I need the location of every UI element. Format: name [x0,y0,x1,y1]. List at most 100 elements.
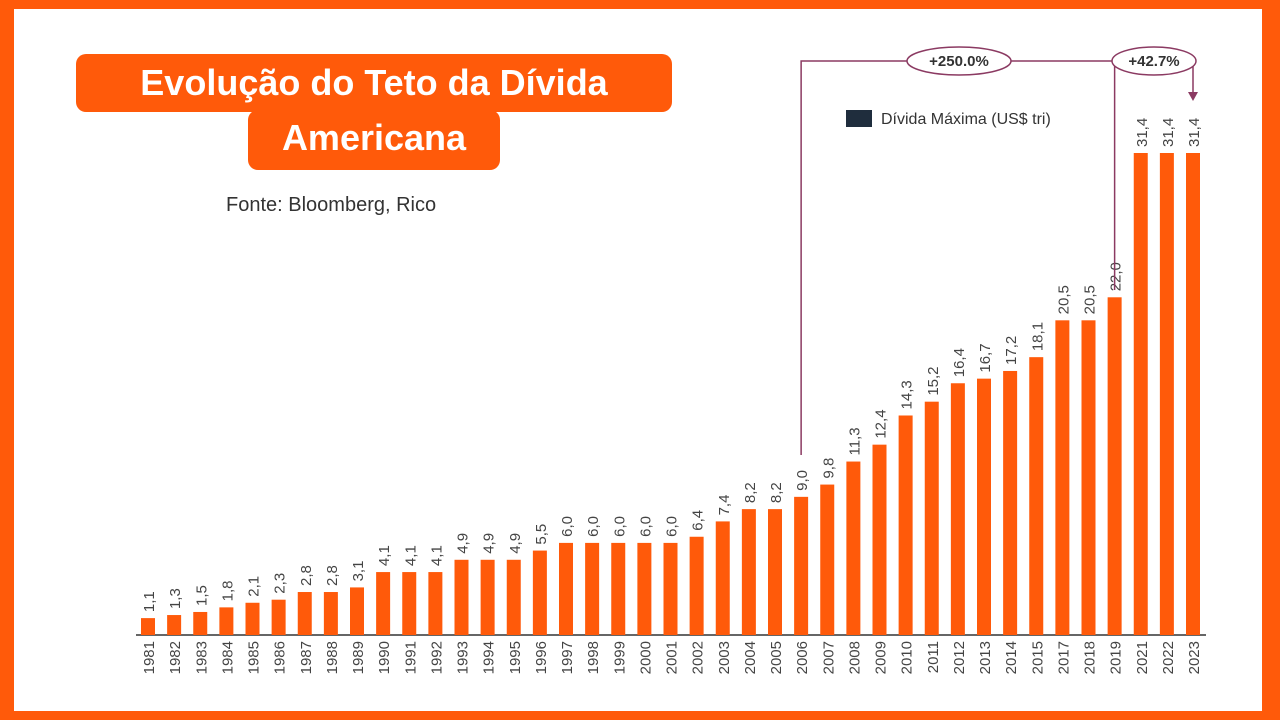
bar-2015 [1029,357,1044,635]
data-label-1999: 6,0 [611,516,628,537]
x-tick-label-2007: 2007 [820,641,837,674]
x-tick-label-1997: 1997 [559,641,576,674]
x-tick-label-2017: 2017 [1055,641,1072,674]
x-tick-label-2006: 2006 [794,641,811,674]
data-label-2021: 31,4 [1134,118,1151,147]
bar-1997 [559,542,573,635]
arrow-down-icon [1188,92,1198,101]
data-label-1995: 4,9 [507,533,524,554]
x-tick-label-1983: 1983 [193,641,210,674]
bar-2022 [1159,153,1174,635]
annotation-text-250: +250.0% [929,53,989,70]
data-label-2010: 14,3 [899,380,916,409]
bar-1982 [167,615,182,635]
bar-2005 [768,509,782,635]
bar-1988 [323,592,338,635]
bar-1998 [585,542,600,635]
x-tick-label-1989: 1989 [350,641,367,674]
data-label-1988: 2,8 [324,565,341,586]
legend-swatch [846,110,872,127]
bar-1984 [219,607,234,635]
data-label-2013: 16,7 [977,343,994,372]
bar-2018 [1081,320,1096,635]
bar-2001 [663,542,678,635]
bar-2019 [1107,297,1122,635]
data-label-2003: 7,4 [716,495,733,516]
data-label-2000: 6,0 [637,516,654,537]
x-tick-label-2009: 2009 [873,641,890,674]
bar-2023 [1186,153,1200,635]
data-label-2015: 18,1 [1029,322,1046,351]
bar-2002 [689,536,704,635]
bar-1992 [428,572,443,635]
bar-1985 [245,602,260,635]
x-tick-label-1994: 1994 [481,641,498,674]
data-label-1989: 3,1 [350,561,367,582]
x-tick-label-1998: 1998 [585,641,602,674]
bar-2010 [898,415,913,635]
x-tick-label-1993: 1993 [455,641,472,674]
data-label-2001: 6,0 [664,516,681,537]
bar-1996 [532,550,547,635]
data-label-2014: 17,2 [1003,336,1020,365]
bar-1987 [297,592,312,635]
x-tick-label-2002: 2002 [690,641,707,674]
x-tick-label-1995: 1995 [507,641,524,674]
bar-1995 [506,559,521,635]
data-label-2019: 22,0 [1108,262,1125,291]
x-tick-label-2005: 2005 [768,641,785,674]
x-tick-label-1985: 1985 [246,641,263,674]
data-label-2017: 20,5 [1055,285,1072,314]
bar-2000 [637,542,652,635]
x-tick-label-2000: 2000 [637,641,654,674]
bar-1983 [193,611,208,635]
bar-1989 [350,587,364,635]
x-tick-label-2021: 2021 [1134,641,1151,674]
bar-1999 [611,542,626,635]
data-label-1991: 4,1 [402,545,419,566]
x-tick-label-2011: 2011 [925,641,942,673]
chart-source: Fonte: Bloomberg, Rico [226,194,437,216]
annotation-text-42: +42.7% [1128,53,1179,70]
data-label-2002: 6,4 [690,510,707,531]
data-label-2005: 8,2 [768,482,785,503]
bar-1986 [271,599,286,635]
x-tick-label-1991: 1991 [402,641,419,674]
data-label-1998: 6,0 [585,516,602,537]
bar-2006 [794,496,809,635]
bar-1991 [402,572,417,635]
data-label-1994: 4,9 [481,533,498,554]
x-tick-label-1988: 1988 [324,641,341,674]
data-label-2012: 16,4 [951,348,968,377]
x-tick-label-2019: 2019 [1108,641,1125,674]
x-tick-label-1999: 1999 [611,641,628,674]
data-label-2004: 8,2 [742,482,759,503]
x-tick-label-2010: 2010 [899,641,916,674]
data-label-1983: 1,5 [193,585,210,606]
bar-2003 [715,521,730,635]
x-tick-label-2004: 2004 [742,641,759,674]
bar-2008 [846,461,861,635]
bar-2011 [924,401,939,635]
bar-2017 [1055,320,1070,635]
data-label-1987: 2,8 [298,565,315,586]
bar-2012 [950,383,965,635]
bar-1981 [141,618,155,635]
x-tick-label-1981: 1981 [141,641,158,674]
x-tick-label-2023: 2023 [1186,641,1203,674]
data-label-1996: 5,5 [533,524,550,545]
bar-2014 [1003,370,1018,635]
data-label-1985: 2,1 [246,576,263,597]
data-label-2008: 11,3 [846,427,863,455]
x-tick-label-1996: 1996 [533,641,550,674]
bar-1993 [454,559,469,635]
data-label-1992: 4,1 [428,545,445,566]
data-label-1984: 1,8 [219,581,236,602]
bar-2007 [820,484,835,635]
x-tick-label-2008: 2008 [846,641,863,674]
data-label-1982: 1,3 [167,588,184,609]
x-tick-label-2013: 2013 [977,641,994,674]
x-tick-label-1990: 1990 [376,641,393,674]
data-label-2006: 9,0 [794,470,811,491]
x-tick-label-2022: 2022 [1160,641,1177,674]
